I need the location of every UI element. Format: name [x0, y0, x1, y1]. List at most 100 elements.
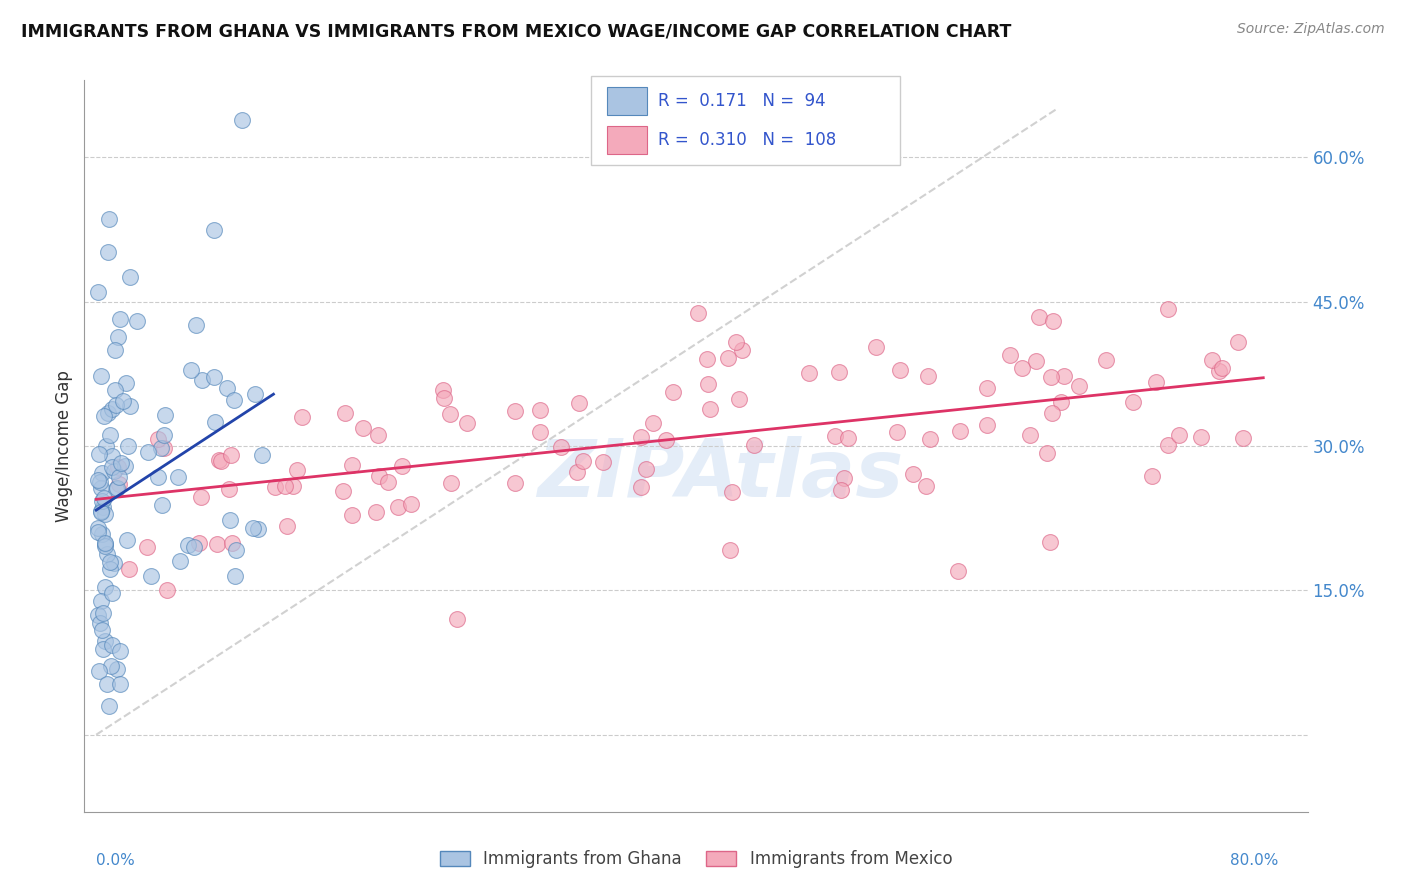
- Point: [221, 536, 243, 550]
- Point: [503, 475, 526, 490]
- Point: [188, 536, 211, 550]
- Point: [191, 373, 214, 387]
- Point: [828, 365, 851, 379]
- Point: [225, 543, 247, 558]
- Point: [799, 367, 821, 381]
- Point: [567, 465, 589, 479]
- Point: [387, 500, 409, 515]
- Point: [946, 564, 969, 578]
- Point: [886, 425, 908, 440]
- Point: [529, 403, 551, 417]
- Point: [1226, 334, 1249, 349]
- Point: [1142, 469, 1164, 483]
- Point: [107, 330, 129, 344]
- Point: [724, 334, 747, 349]
- Point: [1156, 438, 1178, 452]
- Point: [242, 521, 264, 535]
- Point: [285, 463, 308, 477]
- Point: [105, 398, 128, 412]
- Point: [86, 285, 108, 299]
- Point: [91, 500, 114, 514]
- Point: [662, 384, 685, 399]
- Point: [834, 471, 856, 485]
- Point: [94, 580, 117, 594]
- Point: [108, 470, 131, 484]
- Point: [127, 314, 149, 328]
- Point: [146, 470, 169, 484]
- Point: [263, 480, 285, 494]
- Legend: Immigrants from Ghana, Immigrants from Mexico: Immigrants from Ghana, Immigrants from M…: [432, 842, 960, 877]
- Point: [976, 381, 998, 395]
- Point: [108, 644, 131, 658]
- Point: [1211, 361, 1233, 376]
- Point: [446, 612, 468, 626]
- Point: [114, 458, 136, 473]
- Point: [290, 409, 312, 424]
- Point: [90, 481, 112, 495]
- Point: [630, 480, 652, 494]
- Point: [433, 391, 456, 405]
- Point: [920, 432, 942, 446]
- Point: [917, 368, 939, 383]
- Point: [115, 376, 138, 391]
- Point: [103, 556, 125, 570]
- Point: [166, 470, 188, 484]
- Point: [90, 593, 112, 607]
- Point: [1122, 395, 1144, 409]
- Point: [89, 475, 111, 490]
- Point: [98, 562, 121, 576]
- Point: [190, 490, 212, 504]
- Point: [90, 624, 112, 638]
- Point: [96, 439, 118, 453]
- Point: [718, 542, 741, 557]
- Point: [250, 448, 273, 462]
- Point: [91, 466, 114, 480]
- Point: [93, 642, 115, 657]
- Point: [1042, 314, 1064, 328]
- Point: [342, 458, 364, 472]
- Point: [1201, 353, 1223, 368]
- Point: [152, 428, 174, 442]
- Point: [91, 607, 114, 621]
- Point: [333, 406, 356, 420]
- Point: [696, 352, 718, 367]
- Point: [93, 634, 115, 648]
- Point: [377, 475, 399, 489]
- Point: [364, 505, 387, 519]
- Point: [247, 522, 270, 536]
- Point: [1025, 354, 1047, 368]
- Point: [401, 497, 423, 511]
- Point: [87, 524, 110, 539]
- Point: [100, 428, 122, 442]
- Point: [1039, 534, 1062, 549]
- Point: [1069, 379, 1091, 393]
- Point: [96, 677, 118, 691]
- Point: [274, 479, 297, 493]
- Point: [90, 504, 112, 518]
- Point: [630, 430, 652, 444]
- Point: [1035, 445, 1057, 459]
- Point: [86, 607, 108, 622]
- Point: [728, 392, 751, 406]
- Point: [222, 392, 245, 407]
- Point: [208, 453, 231, 467]
- Point: [90, 505, 112, 519]
- Point: [503, 404, 526, 418]
- Point: [634, 462, 657, 476]
- Point: [391, 459, 413, 474]
- Point: [914, 478, 936, 492]
- Point: [94, 537, 117, 551]
- Point: [87, 473, 110, 487]
- Point: [440, 475, 463, 490]
- Point: [276, 518, 298, 533]
- Point: [153, 408, 176, 422]
- Point: [135, 540, 157, 554]
- Point: [98, 555, 121, 569]
- Point: [219, 448, 242, 462]
- Point: [107, 460, 129, 475]
- Point: [1019, 428, 1042, 442]
- Point: [184, 318, 207, 332]
- Point: [367, 427, 389, 442]
- Point: [110, 312, 132, 326]
- Point: [865, 340, 887, 354]
